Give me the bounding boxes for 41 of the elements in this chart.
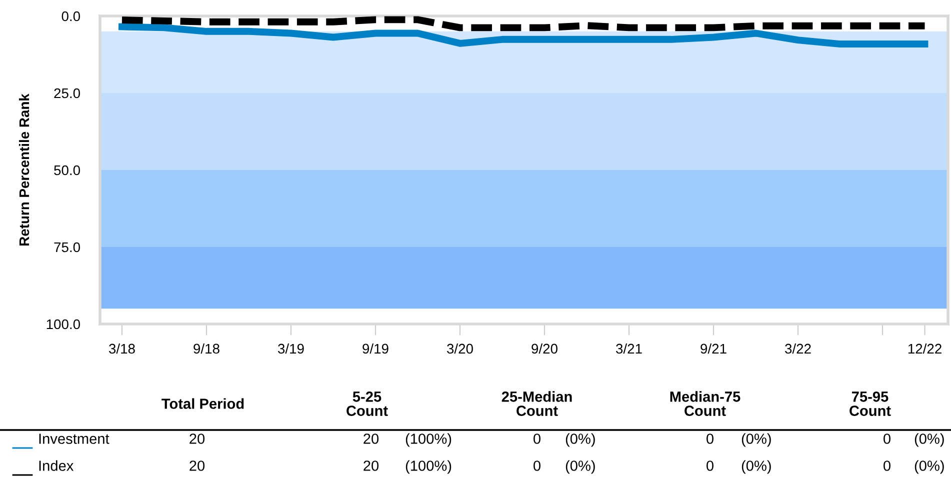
legend-label: Index xyxy=(39,460,74,471)
x-tick-label: 9/19 xyxy=(362,343,388,354)
text: 20 xyxy=(190,434,205,444)
text: (100%) xyxy=(406,460,452,474)
text: (0%) xyxy=(742,433,771,447)
y-tick-label: 75.0 xyxy=(54,242,80,252)
text: 0 xyxy=(534,434,540,444)
text: 20 xyxy=(364,434,379,444)
text: 5-25 Count xyxy=(346,392,388,416)
text: 20 xyxy=(364,460,379,471)
text: 25-Median Count xyxy=(502,391,572,416)
text: (100%) xyxy=(406,433,452,447)
text: 75-95 Count xyxy=(850,392,891,416)
y-tick-label: 0.0 xyxy=(62,11,80,22)
y-axis-title: Return Percentile Rank xyxy=(18,94,30,246)
x-tick-label: 3/19 xyxy=(278,343,304,354)
text: Total Period xyxy=(162,398,244,409)
legend-label: Investment xyxy=(39,434,110,444)
text: 0 xyxy=(884,460,890,471)
text: 0 xyxy=(884,434,890,444)
text: (0%) xyxy=(742,460,771,474)
y-tick-label: 100.0 xyxy=(46,319,80,330)
y-tick-label: 25.0 xyxy=(54,88,80,98)
x-tick-label: 9/18 xyxy=(194,343,220,354)
x-tick-label: 3/21 xyxy=(616,343,642,354)
x-tick-label: 9/20 xyxy=(532,343,558,354)
x-tick-label: 9/21 xyxy=(700,343,726,354)
y-tick-label: 50.0 xyxy=(54,165,80,176)
text: 0 xyxy=(534,460,540,471)
x-tick-label: 3/20 xyxy=(447,343,473,354)
text: (0%) xyxy=(566,433,595,447)
x-tick-label: 12/22 xyxy=(908,343,942,354)
text: (0%) xyxy=(914,460,944,474)
text: 0 xyxy=(706,460,714,471)
x-tick-label: 3/18 xyxy=(108,343,135,354)
text: 0 xyxy=(706,434,714,444)
x-tick-label: 3/22 xyxy=(785,343,811,354)
text: (0%) xyxy=(914,433,944,447)
text: 20 xyxy=(190,460,205,471)
text: (0%) xyxy=(566,460,595,474)
text: Median-75 Count xyxy=(670,391,740,416)
